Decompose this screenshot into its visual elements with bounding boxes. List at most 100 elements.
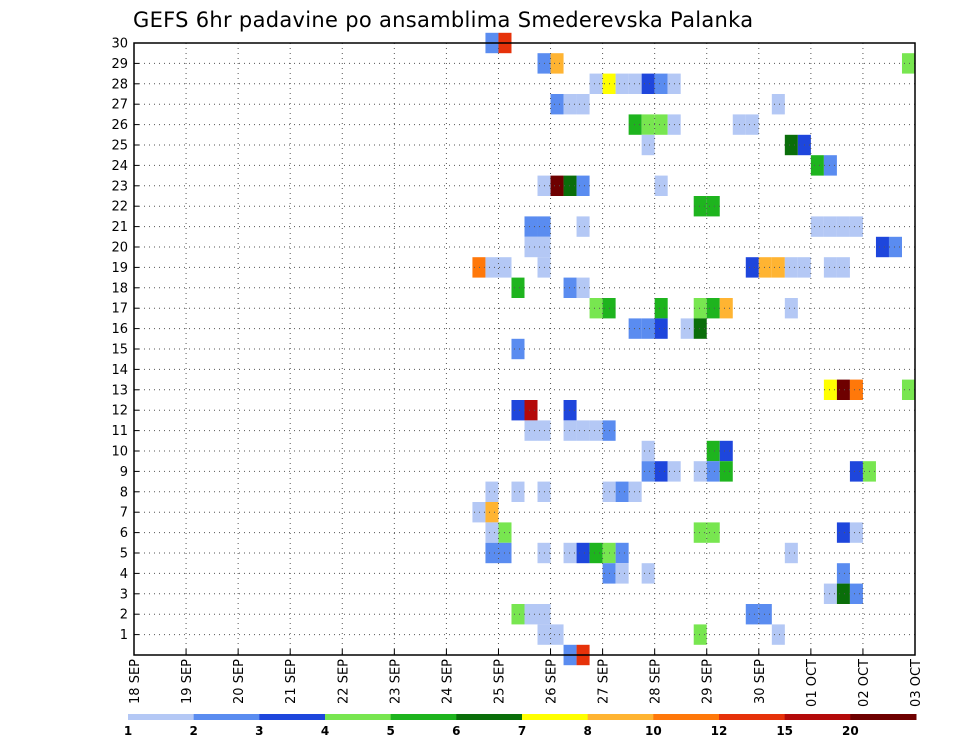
y-tick-label: 7 xyxy=(120,506,128,521)
data-cell xyxy=(849,522,863,543)
y-tick-label: 29 xyxy=(111,57,128,72)
data-cell xyxy=(810,216,824,237)
data-cell xyxy=(836,522,850,543)
data-cell xyxy=(550,53,564,74)
data-cell xyxy=(758,604,772,625)
data-cell xyxy=(524,400,538,421)
data-cell xyxy=(849,461,863,482)
legend-swatch xyxy=(719,714,786,720)
legend-label: 7 xyxy=(518,724,526,738)
data-cell xyxy=(706,298,720,319)
data-cell xyxy=(771,624,785,645)
x-tick-label: 22 SEP xyxy=(336,659,351,704)
data-cell xyxy=(784,298,798,319)
data-cell xyxy=(485,542,499,564)
data-cell xyxy=(823,155,837,176)
data-cell xyxy=(511,604,525,625)
data-cell xyxy=(472,257,486,278)
data-cell xyxy=(836,563,850,584)
legend-swatch xyxy=(390,714,457,720)
data-cell xyxy=(524,216,538,237)
data-cell xyxy=(888,236,902,258)
data-cell xyxy=(849,379,863,400)
color-legend: 1 2 3 4 5 6 7 8 10 12 15 20 xyxy=(124,714,917,738)
y-tick-label: 20 xyxy=(111,241,128,256)
legend-label: 6 xyxy=(452,724,460,738)
data-cell xyxy=(654,461,668,482)
legend-swatch xyxy=(193,714,260,720)
legend-label: 3 xyxy=(255,724,263,738)
legend-label: 5 xyxy=(386,724,394,738)
legend-swatch xyxy=(784,714,851,720)
data-cell xyxy=(810,155,824,176)
y-tick-label: 19 xyxy=(111,261,128,276)
data-cell xyxy=(550,94,564,115)
data-cell xyxy=(485,481,499,502)
y-tick-label: 3 xyxy=(120,587,128,602)
legend-swatch xyxy=(587,714,654,720)
data-cell xyxy=(849,216,863,237)
x-tick-label: 30 SEP xyxy=(753,659,768,704)
data-cell xyxy=(641,563,655,584)
legend-swatch xyxy=(522,714,589,720)
x-tick-label: 03 OCT xyxy=(909,659,924,707)
y-tick-label: 27 xyxy=(111,98,128,113)
x-tick-label: 24 SEP xyxy=(440,659,455,704)
data-cell xyxy=(836,257,850,278)
y-tick-label: 16 xyxy=(111,322,128,337)
legend-swatch xyxy=(850,714,917,720)
legend-swatch xyxy=(653,714,720,720)
data-cell xyxy=(823,379,837,400)
data-cell xyxy=(615,563,629,584)
legend-label: 10 xyxy=(645,724,662,738)
legend-swatch xyxy=(325,714,392,720)
y-tick-label: 12 xyxy=(111,404,128,419)
data-cell xyxy=(771,94,785,115)
y-axis: 1234567891011121314151617181920212223242… xyxy=(111,37,139,643)
legend-swatch xyxy=(128,714,195,720)
data-cell xyxy=(641,318,655,339)
data-cell xyxy=(524,420,538,441)
y-tick-label: 30 xyxy=(111,37,128,52)
data-cell xyxy=(719,461,733,482)
data-cell xyxy=(511,481,525,502)
data-cell xyxy=(836,379,850,400)
data-cell xyxy=(615,542,629,564)
data-cell xyxy=(628,318,642,339)
data-cell xyxy=(576,542,590,564)
data-cell xyxy=(563,400,577,421)
x-tick-label: 26 SEP xyxy=(545,659,560,704)
data-cell xyxy=(745,114,759,135)
x-tick-label: 23 SEP xyxy=(388,659,403,704)
data-cell xyxy=(693,461,707,482)
gridlines xyxy=(134,43,915,655)
data-cell xyxy=(680,318,694,339)
data-cell xyxy=(550,624,564,645)
legend-swatch xyxy=(456,714,523,720)
x-tick-label: 21 SEP xyxy=(284,659,299,704)
y-tick-label: 24 xyxy=(111,159,128,174)
data-cell xyxy=(589,542,603,564)
y-tick-label: 11 xyxy=(111,424,128,439)
data-cell xyxy=(836,216,850,237)
y-tick-label: 28 xyxy=(111,77,128,92)
data-cell xyxy=(628,481,642,502)
data-cell xyxy=(563,175,577,196)
x-tick-label: 20 SEP xyxy=(232,659,247,704)
y-tick-label: 15 xyxy=(111,343,128,358)
chart-title: GEFS 6hr padavine po ansamblima Smederev… xyxy=(133,8,753,32)
data-cell xyxy=(654,318,668,339)
data-cell xyxy=(836,583,850,604)
y-tick-label: 23 xyxy=(111,179,128,194)
data-cell xyxy=(576,216,590,237)
data-cell xyxy=(654,73,668,94)
data-cell xyxy=(784,257,798,278)
y-tick-label: 4 xyxy=(120,567,128,582)
data-cell xyxy=(784,134,798,156)
y-tick-label: 10 xyxy=(111,445,128,460)
data-cell xyxy=(576,420,590,441)
data-cell xyxy=(784,542,798,564)
data-cell xyxy=(745,257,759,278)
legend-swatch xyxy=(259,714,326,720)
data-cell xyxy=(745,604,759,625)
